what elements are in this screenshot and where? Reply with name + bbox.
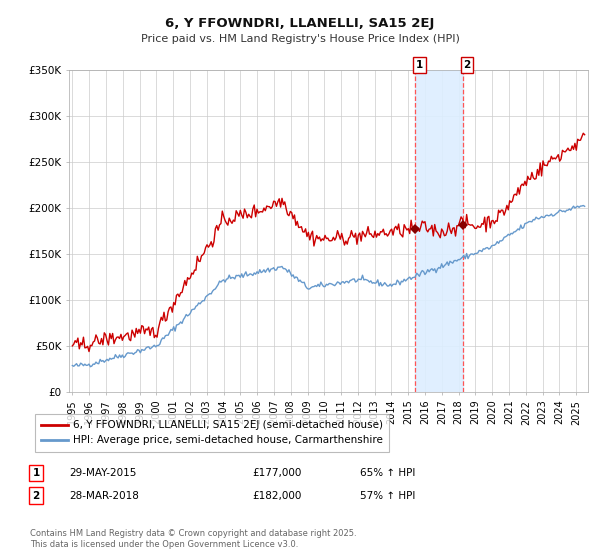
Text: 57% ↑ HPI: 57% ↑ HPI [360,491,415,501]
Text: £182,000: £182,000 [252,491,301,501]
Text: 1: 1 [32,468,40,478]
Text: Price paid vs. HM Land Registry's House Price Index (HPI): Price paid vs. HM Land Registry's House … [140,34,460,44]
Text: £177,000: £177,000 [252,468,301,478]
Text: 65% ↑ HPI: 65% ↑ HPI [360,468,415,478]
Text: 6, Y FFOWNDRI, LLANELLI, SA15 2EJ: 6, Y FFOWNDRI, LLANELLI, SA15 2EJ [166,17,434,30]
Text: 2: 2 [463,60,470,70]
Bar [415,70,463,392]
Legend: 6, Y FFOWNDRI, LLANELLI, SA15 2EJ (semi-detached house), HPI: Average price, sem: 6, Y FFOWNDRI, LLANELLI, SA15 2EJ (semi-… [35,414,389,452]
Text: 29-MAY-2015: 29-MAY-2015 [69,468,136,478]
Text: 1: 1 [416,60,423,70]
Text: Contains HM Land Registry data © Crown copyright and database right 2025.
This d: Contains HM Land Registry data © Crown c… [30,529,356,549]
Text: 2: 2 [32,491,40,501]
Text: 28-MAR-2018: 28-MAR-2018 [69,491,139,501]
